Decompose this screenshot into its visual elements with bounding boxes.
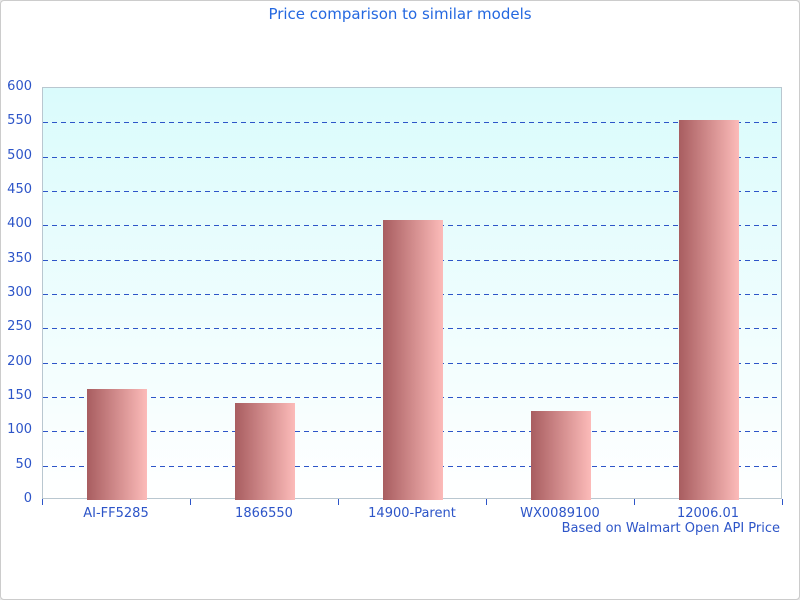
bar-14900-Parent [383, 219, 443, 500]
gridline [43, 156, 781, 158]
x-tick-label-WX0089100: WX0089100 [520, 506, 600, 521]
y-tick-label: 500 [7, 147, 32, 163]
x-tick [338, 499, 339, 505]
bar-1866550 [235, 403, 295, 500]
y-tick-label: 550 [7, 113, 32, 129]
bar-12006.01 [679, 119, 739, 500]
y-tick-label: 250 [7, 319, 32, 335]
y-tick-label: 100 [7, 422, 32, 438]
y-tick-label: 350 [7, 250, 32, 266]
gridline [43, 191, 781, 192]
x-tick [190, 499, 191, 505]
chart-footer-caption: Based on Walmart Open API Price [561, 521, 780, 536]
x-tick [634, 499, 635, 505]
x-tick [782, 499, 783, 505]
y-tick-label: 0 [23, 491, 32, 506]
y-tick-label: 450 [7, 182, 32, 197]
y-tick-label: 50 [15, 456, 32, 472]
bar-AI-FF5285 [87, 388, 147, 500]
y-tick-label: 300 [7, 285, 32, 300]
chart-title: Price comparison to similar models [268, 5, 532, 23]
bar-WX0089100 [531, 410, 591, 500]
y-tick-label: 150 [7, 388, 32, 403]
x-tick [42, 499, 43, 505]
gridline [43, 122, 781, 124]
plot-area [42, 87, 782, 500]
x-tick-label-AI-FF5285: AI-FF5285 [83, 506, 149, 521]
x-tick-label-14900-Parent: 14900-Parent [368, 506, 456, 521]
x-tick-label-12006.01: 12006.01 [676, 506, 740, 521]
x-tick-label-1866550: 1866550 [235, 506, 293, 521]
x-tick [486, 499, 487, 505]
y-tick-label: 200 [7, 353, 32, 369]
y-tick-label: 600 [7, 79, 32, 94]
y-tick-label: 400 [7, 216, 32, 232]
